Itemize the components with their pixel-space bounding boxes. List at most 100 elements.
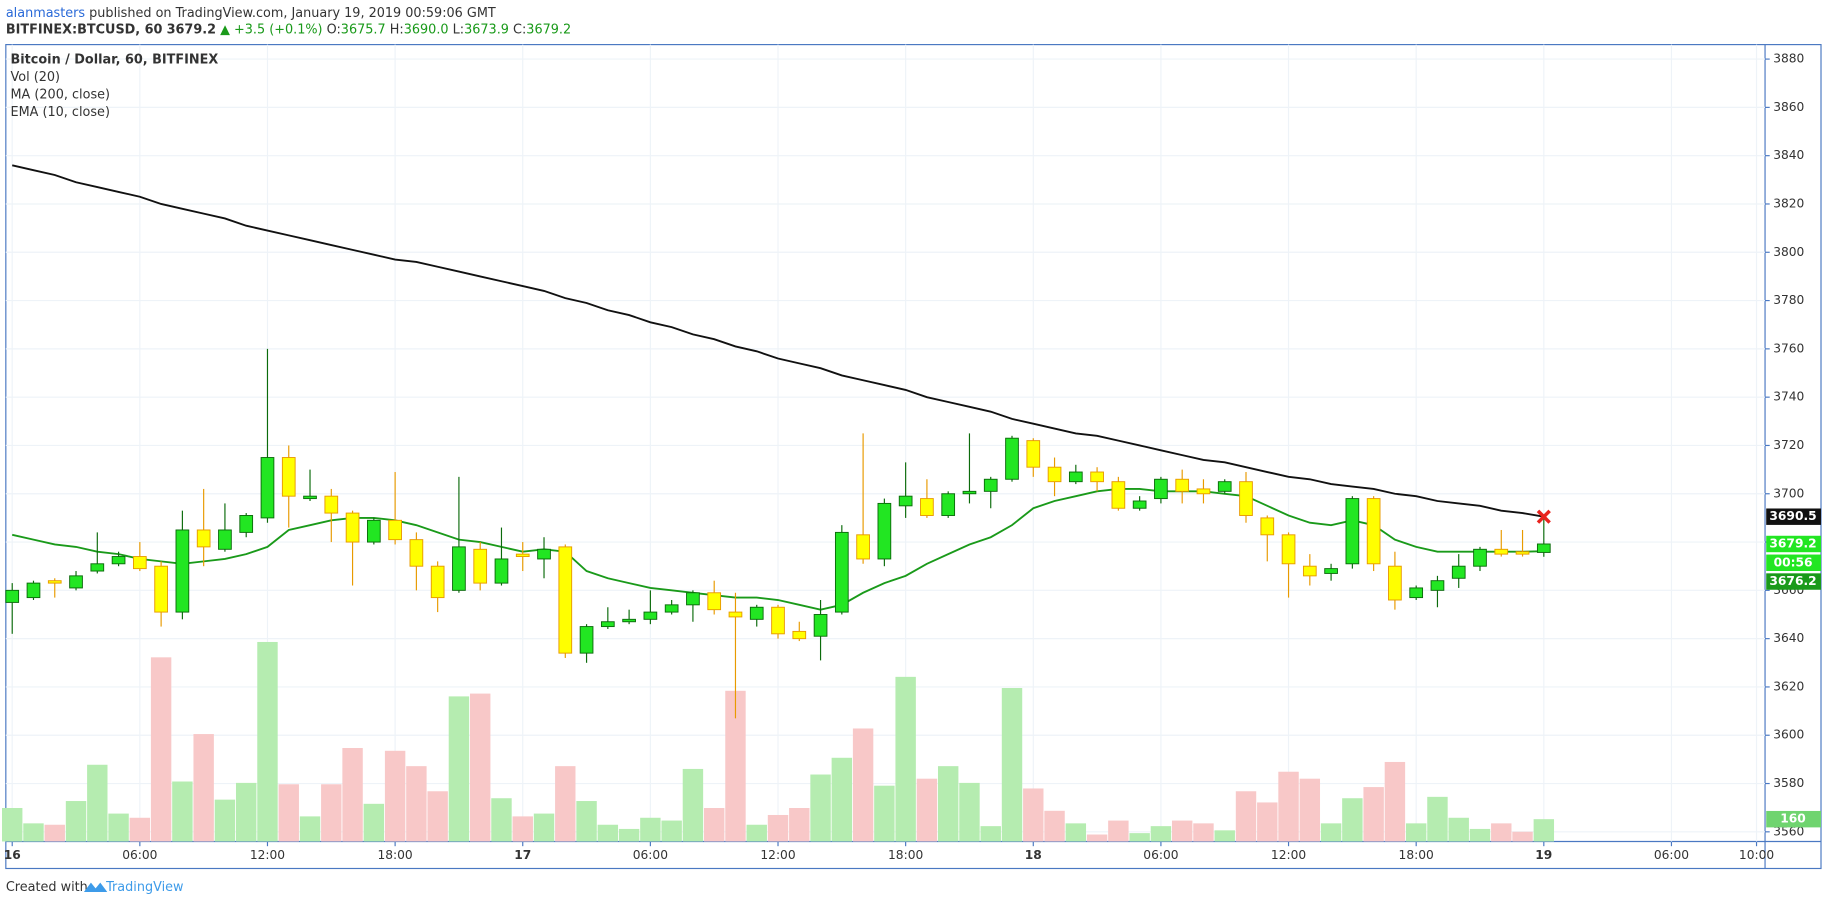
volume-bar xyxy=(87,764,108,842)
volume-bar xyxy=(1150,826,1172,842)
volume-bar xyxy=(640,817,661,842)
volume-bar xyxy=(299,816,321,842)
volume-bar xyxy=(469,693,491,842)
candle-body xyxy=(26,582,41,599)
candle-body xyxy=(664,604,679,613)
x-tick-label: 06:00 xyxy=(1143,848,1178,862)
candle-body xyxy=(1473,548,1487,567)
volume-bar xyxy=(406,766,427,842)
close-last-label-box xyxy=(1766,535,1822,553)
candle-body xyxy=(1430,580,1445,591)
candle-body xyxy=(430,565,445,599)
ma-last-label: 3690.5 xyxy=(1769,509,1816,523)
candle-body xyxy=(1026,440,1041,468)
candle-body xyxy=(537,548,551,560)
volume-bar xyxy=(1384,761,1406,842)
y-tick-label: 3600 xyxy=(1773,728,1804,742)
y-tick-label: 3880 xyxy=(1773,52,1804,66)
alert-marker xyxy=(1536,509,1551,524)
candle-body xyxy=(494,558,509,584)
y-tick-label: 3560 xyxy=(1773,824,1804,838)
countdown-label: 00:56 xyxy=(1774,555,1813,569)
volume-bar xyxy=(1278,771,1299,842)
legend-volume: Vol (20) xyxy=(10,70,60,85)
countdown-label-box xyxy=(1766,554,1822,571)
candle-body xyxy=(579,626,594,654)
x-tick-label: 10:00 xyxy=(1739,848,1774,862)
candle-body xyxy=(1260,517,1275,536)
logo xyxy=(83,882,108,892)
candle-body xyxy=(1154,478,1168,500)
x-tick-label: 18 xyxy=(1025,848,1042,862)
volume-bar xyxy=(1427,796,1448,842)
candle-body xyxy=(941,493,956,516)
candle-body xyxy=(1090,471,1104,483)
volume-bar xyxy=(321,784,342,842)
symbol-line: BITFINEX:BTCUSD, 60 3679.2 ▲ +3.5 (+0.1%… xyxy=(6,22,571,37)
volume-bar xyxy=(980,826,1001,842)
volume-bar xyxy=(1086,834,1108,842)
candle-body xyxy=(452,546,466,591)
volume-bar xyxy=(193,734,214,842)
candle-body xyxy=(1536,543,1551,553)
candle-body xyxy=(728,611,743,618)
x-tick-label: 17 xyxy=(514,848,531,862)
volume-bar xyxy=(576,801,597,842)
candle-body xyxy=(643,611,658,620)
volume-bar xyxy=(789,808,810,842)
volume-bar xyxy=(1065,823,1087,842)
volume-last-label-box xyxy=(1766,810,1822,828)
volume-bar xyxy=(257,641,278,842)
x-tick-label: 06:00 xyxy=(122,848,157,862)
volume-bar xyxy=(874,785,895,842)
ohlc-key: C: xyxy=(513,22,526,37)
ohlc-value: 3673.9 xyxy=(464,22,509,37)
x-tick-label: 18:00 xyxy=(1399,848,1434,862)
footer-brand[interactable]: TradingView xyxy=(105,880,183,895)
y-tick-label: 3640 xyxy=(1773,631,1804,645)
volume-bar xyxy=(448,696,470,842)
ema-last-label: 3676.2 xyxy=(1769,574,1816,588)
y-tick-label: 3820 xyxy=(1773,196,1804,210)
volume-bar xyxy=(342,748,363,842)
volume-bar xyxy=(1448,817,1469,842)
volume-bar xyxy=(746,824,767,842)
candle-body xyxy=(898,495,913,507)
volume-bar xyxy=(363,803,385,842)
candle-body xyxy=(962,490,977,495)
candle-body xyxy=(1324,568,1338,574)
volume-bar xyxy=(1257,802,1278,842)
x-tick-label: 16 xyxy=(4,848,21,862)
ma xyxy=(12,164,1544,518)
volume-bar xyxy=(1129,833,1150,842)
volume-bar xyxy=(533,813,555,842)
candle-body xyxy=(1217,481,1232,492)
volume-bar xyxy=(1405,823,1427,842)
candle-body xyxy=(154,565,168,613)
volume-bar xyxy=(916,778,938,842)
footer-created: Created with xyxy=(6,880,88,895)
candle-body xyxy=(707,592,722,611)
candle-body xyxy=(622,618,636,623)
candle-body xyxy=(983,478,998,492)
symbol: BITFINEX:BTCUSD, 60 xyxy=(6,22,163,37)
ohlc-key: H: xyxy=(390,22,404,37)
y-tick-label: 3780 xyxy=(1773,293,1804,307)
y-tick-label: 3760 xyxy=(1773,341,1804,355)
ema xyxy=(12,487,1544,611)
x-tick-label: 12:00 xyxy=(760,848,795,862)
volume-bar xyxy=(172,781,193,842)
candle-body xyxy=(111,556,126,565)
volume-last-label: 160 xyxy=(1780,812,1806,826)
candle-body xyxy=(1196,488,1211,495)
x-tick-label: 12:00 xyxy=(1271,848,1306,862)
candle-body xyxy=(345,512,360,543)
author[interactable]: alanmasters xyxy=(6,5,86,20)
volume-bar xyxy=(1320,823,1342,842)
volume-bar xyxy=(555,766,576,842)
candle-body xyxy=(409,539,424,567)
legend-ma: MA (200, close) xyxy=(10,88,110,103)
volume-bar xyxy=(150,657,172,842)
volume-bar xyxy=(278,784,299,842)
